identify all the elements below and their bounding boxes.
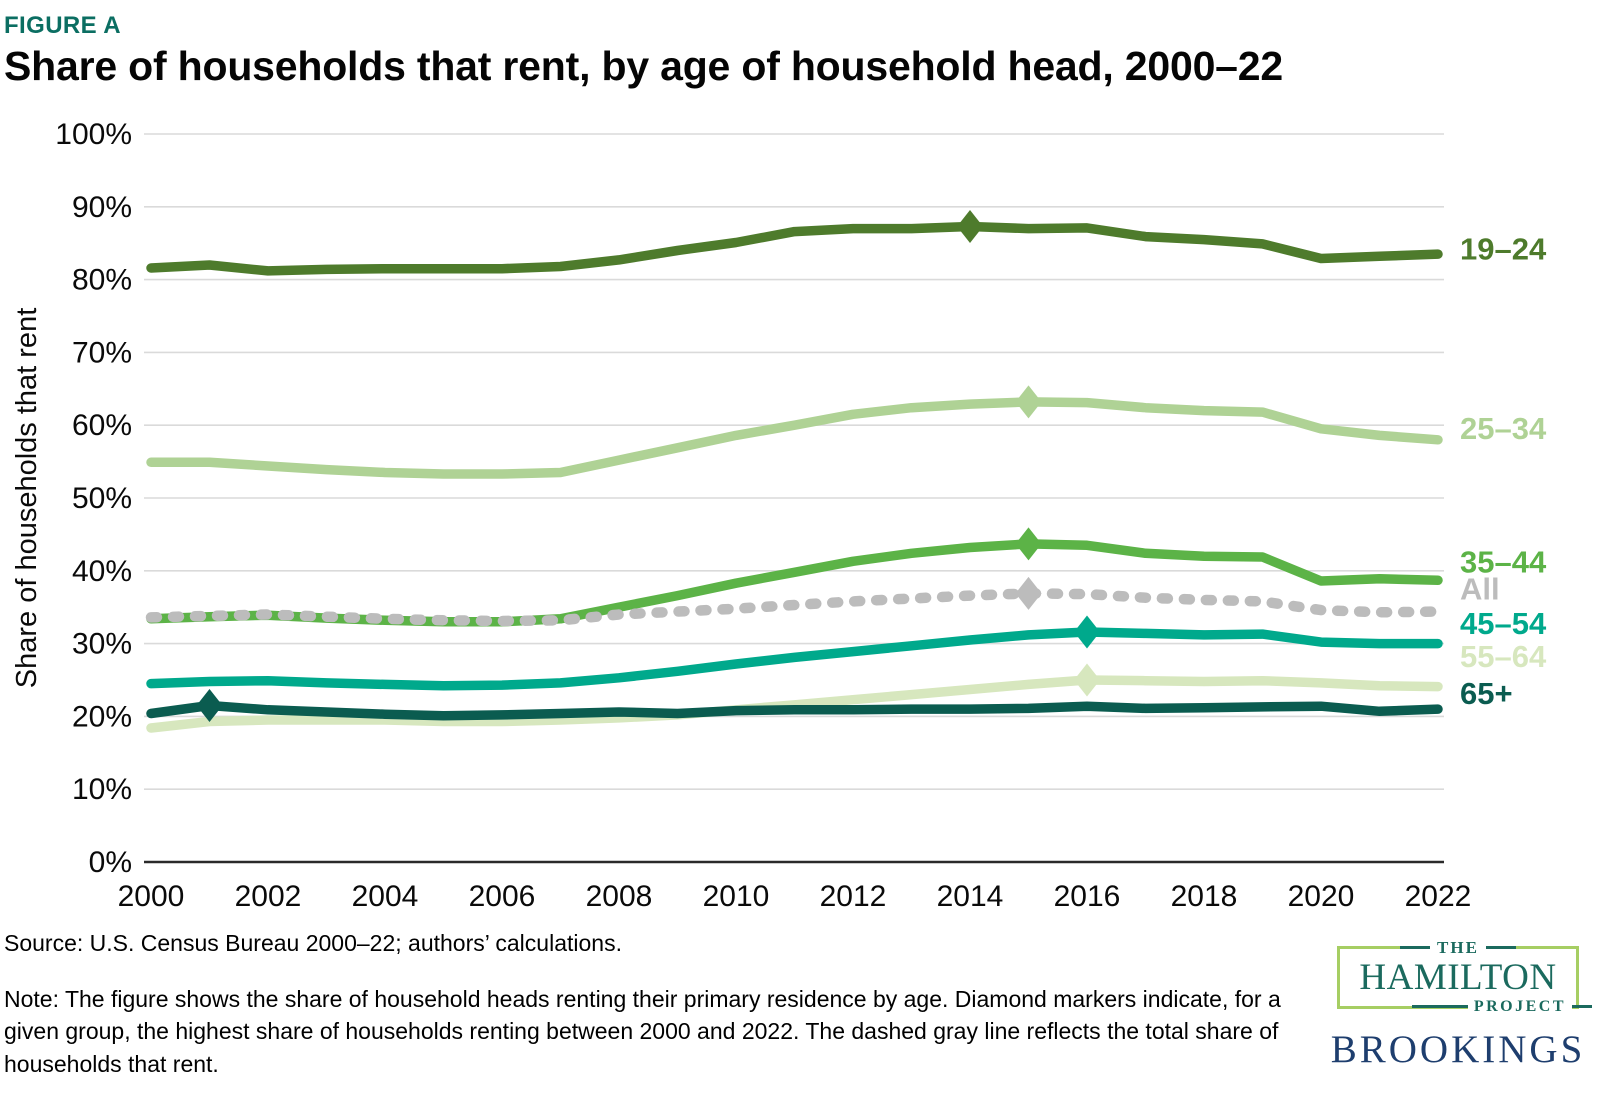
x-tick-label-2004: 2004 xyxy=(352,880,419,913)
x-tick-label-2006: 2006 xyxy=(469,880,536,913)
hamilton-logo-the: THE xyxy=(1430,937,1486,958)
series-line-35-44 xyxy=(146,538,1443,627)
peak-marker-all xyxy=(1015,576,1042,610)
series-label-45-54: 45–54 xyxy=(1460,606,1547,641)
series-label-19-24: 19–24 xyxy=(1460,231,1547,266)
peak-marker-25-34 xyxy=(1015,384,1042,418)
hamilton-logo-the-row: THE xyxy=(1340,937,1576,958)
y-tick-label-50: 50% xyxy=(72,482,132,515)
series-label-all: All xyxy=(1460,571,1500,606)
y-tick-label-40: 40% xyxy=(72,554,132,587)
x-tick-label-2008: 2008 xyxy=(586,880,653,913)
figure-label: FIGURE A xyxy=(4,12,121,39)
y-tick-label-20: 20% xyxy=(72,700,132,733)
y-tick-label-30: 30% xyxy=(72,627,132,660)
x-tick-label-2022: 2022 xyxy=(1405,880,1472,913)
peak-marker-45-54 xyxy=(1074,614,1100,648)
x-tick-label-2016: 2016 xyxy=(1054,880,1121,913)
series-line-45-54 xyxy=(146,626,1443,691)
logo-block: THE HAMILTON PROJECT BROOKINGS xyxy=(1310,920,1606,1072)
x-tick-label-2018: 2018 xyxy=(1171,880,1238,913)
series-label-25-34: 25–34 xyxy=(1460,411,1547,446)
y-tick-label-80: 80% xyxy=(72,263,132,296)
brookings-logo: BROOKINGS xyxy=(1330,1027,1586,1071)
x-tick-label-2012: 2012 xyxy=(820,880,887,913)
source-text: Source: U.S. Census Bureau 2000–22; auth… xyxy=(4,929,622,956)
peak-marker-65plus xyxy=(196,688,223,722)
y-tick-label-100: 100% xyxy=(55,118,132,151)
y-tick-label-10: 10% xyxy=(72,773,132,806)
logo-rule-left xyxy=(1400,946,1431,949)
x-tick-label-2000: 2000 xyxy=(118,880,185,913)
figure-footer: Source: U.S. Census Bureau 2000–22; auth… xyxy=(4,916,1616,1081)
note-text: Note: The figure shows the share of hous… xyxy=(4,985,1281,1077)
series-line-19-24 xyxy=(146,221,1443,276)
y-axis-title: Share of households that rent xyxy=(11,307,43,687)
hamilton-logo-project-row: PROJECT xyxy=(1411,996,1592,1017)
x-tick-label-2014: 2014 xyxy=(937,880,1004,913)
logo-rule-right xyxy=(1485,946,1516,949)
hamilton-logo-wordmark: HAMILTON xyxy=(1359,956,1557,998)
peak-marker-55-64 xyxy=(1074,663,1100,696)
peak-marker-19-24 xyxy=(957,209,983,243)
series-label-35-44: 35–44 xyxy=(1460,544,1547,579)
chart-svg: 0% 10% 20% 30% 40% 50% 60% 70% 80% 90% 100% 2000 200… xyxy=(11,118,1547,913)
series-line-55-64 xyxy=(146,674,1443,733)
page-title: Share of households that rent, by age of… xyxy=(4,42,1283,89)
x-tick-label-2010: 2010 xyxy=(703,880,770,913)
series-line-all xyxy=(145,587,1444,626)
series-line-65plus xyxy=(146,700,1443,720)
x-tick-label-2020: 2020 xyxy=(1288,880,1355,913)
series-line-25-34 xyxy=(146,396,1443,479)
hamilton-logo-project: PROJECT xyxy=(1467,996,1572,1017)
x-tick-label-2002: 2002 xyxy=(235,880,302,913)
logo-rule-project-left xyxy=(1411,1005,1468,1008)
series-label-55-64: 55–64 xyxy=(1460,638,1547,673)
logo-rule-project-right xyxy=(1572,1005,1592,1008)
line-chart: 0% 10% 20% 30% 40% 50% 60% 70% 80% 90% 100% 2000 200… xyxy=(4,104,1616,916)
hamilton-project-logo: THE HAMILTON PROJECT xyxy=(1337,937,1592,1017)
y-tick-label-90: 90% xyxy=(72,190,132,223)
peak-marker-35-44 xyxy=(1015,526,1042,560)
footnotes: Source: U.S. Census Bureau 2000–22; auth… xyxy=(4,920,1310,1081)
y-tick-label-70: 70% xyxy=(72,336,132,369)
series-label-65plus: 65+ xyxy=(1460,676,1513,711)
y-tick-label-60: 60% xyxy=(72,409,132,442)
y-tick-label-0: 0% xyxy=(89,846,132,879)
